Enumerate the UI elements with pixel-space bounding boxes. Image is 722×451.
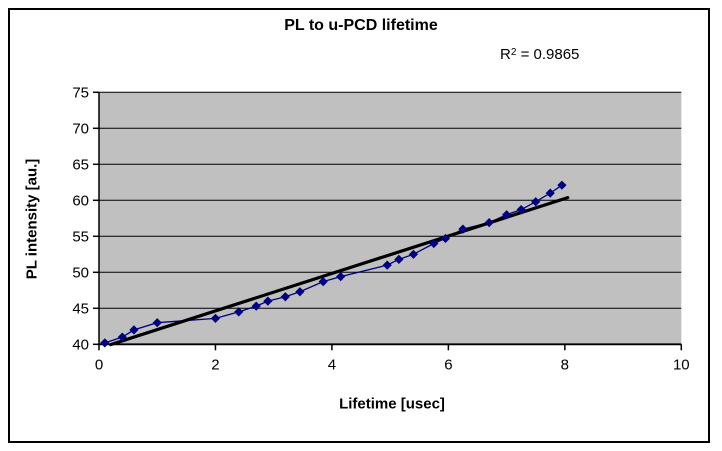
- y-tick-label: 45: [72, 300, 89, 317]
- data-point-marker: [152, 318, 162, 328]
- r-squared-annotation: R2 = 0.9865: [500, 46, 579, 63]
- data-point-marker: [117, 332, 127, 342]
- r-squared-exponent: 2: [510, 47, 517, 58]
- r-squared-base: R: [500, 46, 511, 63]
- data-point-marker: [458, 224, 468, 234]
- data-point-marker: [129, 325, 139, 335]
- data-point-marker: [394, 254, 404, 264]
- x-tick-label: 10: [673, 356, 690, 373]
- data-point-marker: [295, 287, 305, 297]
- data-point-marker: [210, 313, 221, 323]
- data-point-marker: [516, 205, 526, 215]
- x-axis-title: Lifetime [usec]: [339, 395, 445, 413]
- data-point-marker: [263, 296, 273, 306]
- data-point-marker: [531, 197, 541, 207]
- r-squared-value: = 0.9865: [516, 46, 580, 63]
- data-point-marker: [429, 238, 439, 249]
- data-point-marker: [318, 277, 328, 287]
- data-point-marker: [408, 249, 419, 259]
- y-tick-label: 75: [72, 84, 89, 101]
- x-tick-label: 8: [561, 356, 569, 373]
- x-tick-label: 2: [211, 356, 219, 373]
- data-point-marker: [440, 233, 451, 244]
- data-point-marker: [545, 188, 555, 198]
- data-point-marker: [336, 272, 346, 282]
- y-tick-label: 55: [72, 228, 89, 245]
- x-tick-label: 0: [95, 356, 103, 373]
- data-point-marker: [502, 210, 512, 220]
- x-tick-label: 6: [444, 356, 452, 373]
- data-point-marker: [280, 292, 290, 302]
- y-tick-label: 65: [72, 156, 89, 173]
- y-tick-label: 70: [72, 120, 89, 137]
- y-tick-label: 40: [72, 336, 89, 353]
- y-tick-label: 50: [72, 264, 89, 281]
- data-point-marker: [382, 260, 392, 270]
- plot-background: [99, 92, 682, 345]
- data-point-marker: [557, 180, 567, 190]
- x-tick-label: 4: [328, 356, 336, 373]
- data-point-marker: [484, 218, 494, 228]
- data-point-marker: [100, 338, 110, 348]
- data-point-marker: [251, 301, 261, 311]
- data-point-marker: [234, 307, 244, 317]
- y-tick-label: 60: [72, 192, 89, 209]
- chart-title: PL to u-PCD lifetime: [284, 17, 438, 34]
